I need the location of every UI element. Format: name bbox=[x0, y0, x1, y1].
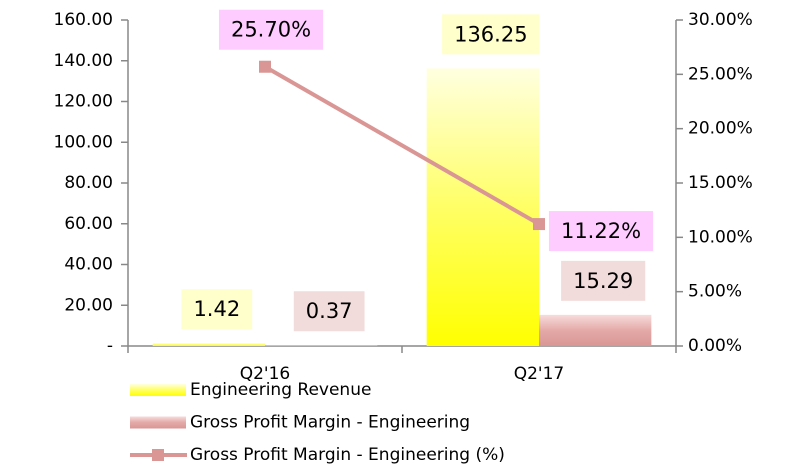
y-tick-label: - bbox=[107, 336, 113, 356]
legend-label: Engineering Revenue bbox=[190, 380, 371, 400]
y2-tick-label: 5.00% bbox=[688, 282, 742, 302]
data-label: 136.25 bbox=[454, 22, 527, 46]
legend-label: Gross Profit Margin - Engineering (%) bbox=[190, 445, 505, 465]
legend-swatch bbox=[152, 449, 164, 461]
data-label-box bbox=[218, 9, 324, 50]
x-tick-label: Q2'17 bbox=[514, 364, 565, 384]
y-tick-label: 160.00 bbox=[54, 10, 113, 30]
legend-swatch bbox=[130, 384, 186, 396]
bar bbox=[265, 345, 378, 346]
data-label-box bbox=[561, 260, 646, 301]
y-tick-label: 120.00 bbox=[54, 92, 113, 112]
y2-tick-label: 0.00% bbox=[688, 336, 742, 356]
data-label: 0.37 bbox=[306, 299, 353, 323]
y2-tick-label: 30.00% bbox=[688, 10, 753, 30]
legend-label: Gross Profit Margin - Engineering bbox=[190, 413, 470, 433]
bar bbox=[539, 314, 652, 346]
y-tick-label: 100.00 bbox=[54, 132, 113, 152]
y2-tick-label: 10.00% bbox=[688, 227, 753, 247]
legend-swatch bbox=[130, 416, 186, 429]
line-marker bbox=[259, 60, 271, 73]
y-tick-label: 60.00 bbox=[64, 214, 113, 234]
data-label: 11.22% bbox=[561, 219, 641, 243]
line-marker bbox=[533, 218, 545, 231]
bar bbox=[426, 68, 539, 346]
y-tick-label: 140.00 bbox=[54, 51, 113, 71]
data-label: 25.70% bbox=[231, 18, 311, 42]
data-label: 1.42 bbox=[193, 297, 240, 321]
data-label-box bbox=[293, 291, 365, 332]
y2-tick-label: 25.00% bbox=[688, 64, 753, 84]
bar bbox=[152, 343, 265, 346]
y2-tick-label: 20.00% bbox=[688, 119, 753, 139]
data-label-box bbox=[442, 14, 540, 55]
data-label-box bbox=[548, 211, 654, 252]
y2-tick-label: 15.00% bbox=[688, 173, 753, 193]
data-label: 15.29 bbox=[573, 269, 633, 293]
line bbox=[264, 64, 540, 226]
y-tick-label: 20.00 bbox=[64, 295, 113, 315]
data-label-box bbox=[181, 289, 253, 330]
y-tick-label: 40.00 bbox=[64, 255, 113, 275]
x-tick-label: Q2'16 bbox=[240, 364, 291, 384]
y-tick-label: 80.00 bbox=[64, 173, 113, 193]
